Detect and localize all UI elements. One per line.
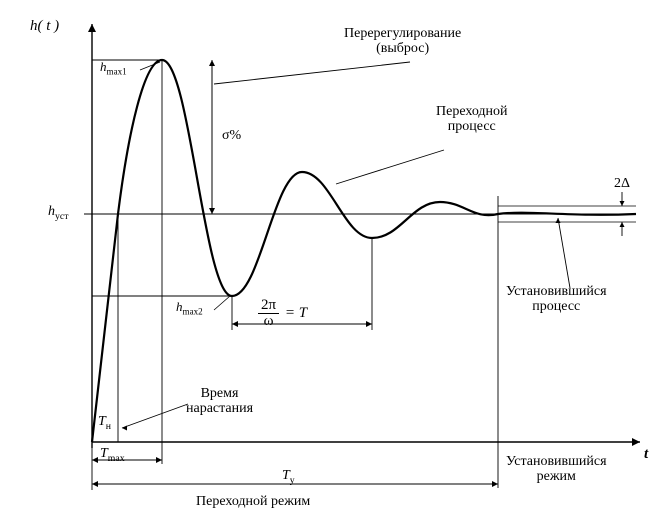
rise-time-label: Время нарастания [186, 386, 253, 417]
Tn-label: Tн [98, 414, 111, 433]
transient-mode-label: Переходной режим [196, 494, 310, 509]
steady-process-label: Установившийся процесс [506, 284, 607, 315]
hmax2-label: hmax2 [176, 300, 203, 317]
tolerance-label: 2Δ [614, 176, 630, 191]
Tu-label: Tу [282, 468, 295, 487]
x-axis-label: t [644, 446, 648, 463]
overshoot-title: Перерегулирование (выброс) [344, 26, 461, 57]
steady-mode-label: Установившийся режим [506, 454, 607, 485]
transient-label: Переходной процесс [436, 104, 508, 135]
y-axis-label: h( t ) [30, 18, 59, 35]
period-formula: 2π ω = T [258, 298, 307, 329]
Tmax-label: Tmax [100, 446, 125, 465]
sigma-label: σ% [222, 128, 241, 143]
hmax1-label: hmax1 [100, 60, 127, 77]
h-steady-label: hуст [48, 204, 69, 223]
